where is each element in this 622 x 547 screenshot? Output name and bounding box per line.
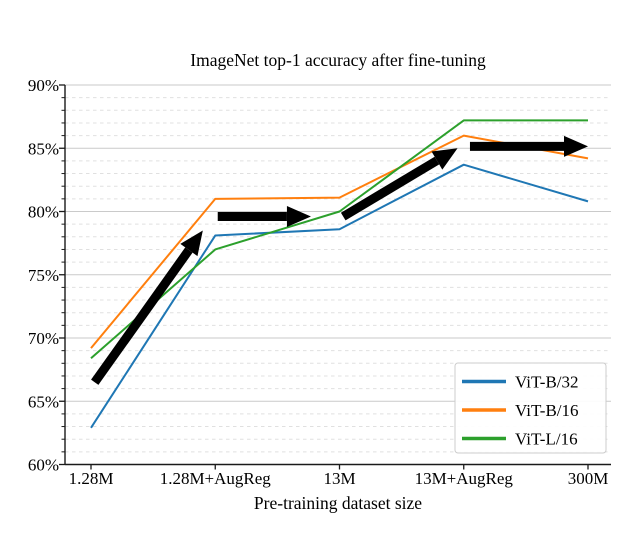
arrow-head [286, 206, 311, 228]
x-tick-label: 1.28M+AugReg [160, 469, 272, 488]
series-line-vit-l-16 [90, 119, 588, 359]
arrow-head [431, 148, 458, 170]
y-tick-label: 70% [28, 329, 59, 348]
gridlines [65, 84, 611, 453]
series-line-vit-b-16 [90, 134, 589, 349]
chart-title: ImageNet top-1 accuracy after fine-tunin… [190, 50, 486, 70]
arrow-shaft [340, 156, 440, 221]
y-tick-label: 60% [28, 456, 59, 475]
arrow-head [564, 135, 588, 157]
legend-box [454, 362, 607, 454]
arrow-shaft [91, 247, 193, 385]
y-tick-label: 75% [28, 266, 59, 285]
arrow-head [180, 230, 203, 257]
tick-labels: 60% 65% 70% 75% 80% 85% 90% 1.28M 1.28M+AugReg 13… [28, 76, 608, 488]
y-tick-label: 90% [28, 76, 59, 95]
x-axis-label: Pre-training dataset size [254, 493, 422, 513]
y-tick-label: 80% [28, 203, 59, 222]
y-tick-label: 85% [28, 139, 59, 158]
legend-label: ViT-L/16 [515, 430, 578, 449]
y-tick-label: 65% [28, 392, 59, 411]
series-line-vit-b-32 [90, 163, 589, 429]
improvement-arrows [91, 135, 588, 385]
legend-label: ViT-B/32 [515, 373, 579, 392]
legend-label: ViT-B/16 [515, 401, 579, 420]
legend: ViT-B/32 ViT-B/16 ViT-L/16 [454, 362, 607, 454]
axes [59, 84, 611, 470]
x-tick-label: 13M [323, 469, 355, 488]
x-tick-label: 300M [568, 469, 609, 488]
x-tick-label: 13M+AugReg [415, 469, 514, 488]
x-tick-label: 1.28M [69, 469, 114, 488]
